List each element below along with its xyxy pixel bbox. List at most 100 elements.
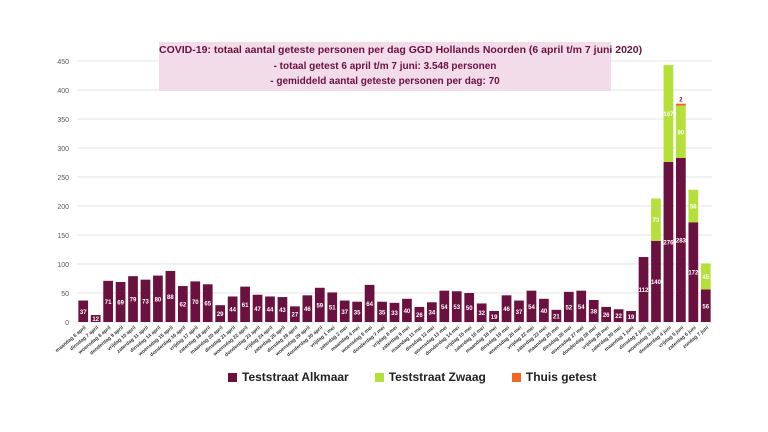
data-label: 62 [179, 303, 186, 309]
bar-teststraat-alkmaar [613, 309, 624, 322]
bar-teststraat-alkmaar [563, 291, 574, 322]
legend-label-alkmaar: Teststraat Alkmaar [242, 370, 349, 384]
data-label: 34 [429, 311, 436, 317]
bar-teststraat-alkmaar [240, 286, 250, 322]
data-label: 38 [590, 309, 597, 315]
data-label: 283 [676, 238, 687, 244]
bar-teststraat-alkmaar [265, 296, 275, 322]
bar-teststraat-alkmaar [277, 297, 288, 322]
data-label: 112 [639, 288, 649, 294]
bar-teststraat-alkmaar [227, 296, 238, 322]
bar-teststraat-zwaag [688, 189, 699, 223]
bar-teststraat-alkmaar [489, 310, 499, 322]
data-label: 26 [416, 313, 423, 319]
data-label: 44 [229, 308, 236, 314]
bar-teststraat-alkmaar [302, 295, 313, 322]
data-label: 35 [379, 310, 386, 316]
data-label: 12 [92, 317, 99, 323]
data-label: 47 [254, 307, 261, 313]
data-label: 46 [503, 307, 510, 313]
bar-teststraat-alkmaar [314, 287, 325, 322]
legend-item-zwaag: Teststraat Zwaag [374, 370, 486, 384]
data-label: 19 [628, 315, 635, 321]
y-tick-label: 100 [57, 262, 69, 269]
bar-teststraat-alkmaar [202, 284, 213, 322]
bar-teststraat-alkmaar [165, 270, 176, 322]
bar-teststraat-zwaag [663, 65, 674, 162]
data-label: 29 [217, 312, 224, 318]
data-label: 51 [329, 306, 336, 312]
bar-teststraat-alkmaar [153, 275, 163, 322]
bar-teststraat-alkmaar [103, 280, 113, 322]
bar-teststraat-alkmaar [327, 292, 338, 322]
data-label: 21 [553, 314, 560, 320]
bar-teststraat-alkmaar [476, 303, 487, 322]
bar-teststraat-alkmaar [663, 161, 674, 322]
bar-teststraat-alkmaar [651, 240, 661, 322]
data-label: 65 [204, 302, 211, 308]
data-label: 69 [117, 300, 124, 306]
chart-subtitle-average: - gemiddeld aantal geteste personen per … [270, 76, 500, 87]
data-label: 88 [167, 295, 174, 301]
bar-teststraat-alkmaar [177, 286, 188, 322]
bar-teststraat-alkmaar [128, 276, 138, 322]
bar-teststraat-alkmaar [514, 300, 524, 322]
y-tick-label: 450 [57, 59, 69, 66]
data-label: 73 [653, 218, 660, 224]
data-label: 54 [528, 305, 535, 311]
data-label: 56 [690, 205, 697, 211]
data-label: 52 [565, 305, 572, 311]
data-label: 43 [279, 308, 286, 314]
bar-teststraat-alkmaar [364, 284, 375, 322]
data-label: 44 [267, 308, 274, 314]
bar-teststraat-alkmaar [551, 309, 562, 322]
bar-teststraat-alkmaar [352, 301, 363, 322]
data-label: 2 [679, 98, 683, 104]
data-label: 26 [603, 313, 610, 319]
data-label: 40 [404, 309, 411, 315]
bar-thuis-getest [676, 103, 686, 106]
y-tick-label: 350 [57, 117, 69, 124]
y-tick-label: 150 [57, 233, 69, 240]
legend-item-thuis: Thuis getest [511, 370, 597, 384]
chart-title: COVID-19: totaal aantal geteste personen… [159, 44, 643, 56]
bar-teststraat-alkmaar [638, 257, 649, 322]
data-label: 37 [80, 310, 87, 316]
bar-teststraat-alkmaar [402, 298, 412, 322]
data-label: 73 [142, 299, 149, 305]
data-label: 59 [316, 303, 323, 309]
data-label: 37 [341, 310, 348, 316]
bars: 37 12 71 69 79 73 80 88 62 70 65 29 44 61 47 44 43 27 46 59… [78, 65, 711, 323]
data-label: 71 [105, 300, 112, 306]
data-label: 50 [466, 306, 473, 312]
data-label: 22 [615, 314, 622, 320]
bar-teststraat-alkmaar [601, 306, 612, 322]
data-label: 32 [478, 311, 485, 317]
bar-teststraat-alkmaar [526, 290, 537, 322]
y-tick-label: 0 [65, 320, 69, 327]
data-label: 45 [702, 275, 709, 281]
bar-teststraat-alkmaar [339, 300, 350, 322]
bar-teststraat-alkmaar [451, 291, 462, 322]
bar-teststraat-alkmaar [576, 290, 587, 322]
bar-teststraat-alkmaar [78, 300, 89, 322]
legend-label-thuis: Thuis getest [525, 370, 597, 384]
data-label: 140 [651, 280, 662, 286]
bar-teststraat-alkmaar [626, 310, 636, 322]
bar-teststraat-alkmaar [140, 279, 151, 322]
legend-label-zwaag: Teststraat Zwaag [388, 370, 486, 384]
bar-teststraat-alkmaar [426, 302, 437, 322]
bar-teststraat-alkmaar [700, 289, 711, 322]
bar-teststraat-alkmaar [501, 295, 512, 322]
data-label: 54 [578, 305, 585, 311]
data-label: 276 [663, 240, 674, 246]
data-label: 37 [516, 310, 523, 316]
y-tick-label: 300 [57, 146, 69, 153]
bar-teststraat-alkmaar [389, 302, 400, 322]
bar-teststraat-alkmaar [414, 306, 425, 322]
chart-subtitle-total: - totaal getest 6 april t/m 7 juni: 3.54… [273, 61, 497, 72]
y-tick-label: 50 [61, 291, 69, 298]
legend-swatch-thuis [511, 372, 521, 382]
data-label: 79 [130, 298, 137, 304]
